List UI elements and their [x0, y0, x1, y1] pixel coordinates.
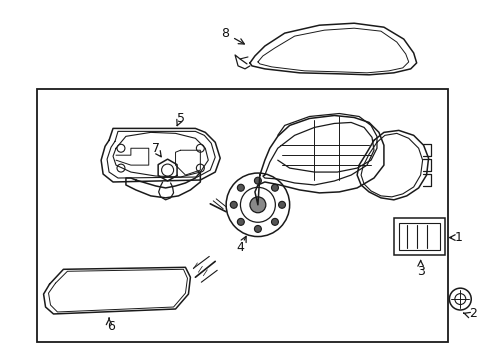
Bar — [394, 218, 445, 255]
Circle shape — [278, 201, 286, 208]
Text: 4: 4 — [236, 241, 244, 254]
Text: 1: 1 — [454, 231, 462, 244]
Circle shape — [254, 225, 261, 233]
Circle shape — [237, 219, 245, 225]
Text: 5: 5 — [176, 112, 185, 125]
Circle shape — [237, 184, 245, 191]
Text: 6: 6 — [107, 320, 115, 333]
Text: 8: 8 — [221, 27, 229, 40]
Circle shape — [230, 201, 237, 208]
Bar — [399, 223, 441, 251]
Circle shape — [271, 219, 278, 225]
Circle shape — [271, 184, 278, 191]
Text: 2: 2 — [469, 307, 477, 320]
Bar — [37, 89, 448, 342]
Text: 3: 3 — [416, 265, 424, 278]
Circle shape — [254, 177, 261, 184]
Text: 7: 7 — [152, 142, 160, 155]
Circle shape — [250, 197, 266, 213]
